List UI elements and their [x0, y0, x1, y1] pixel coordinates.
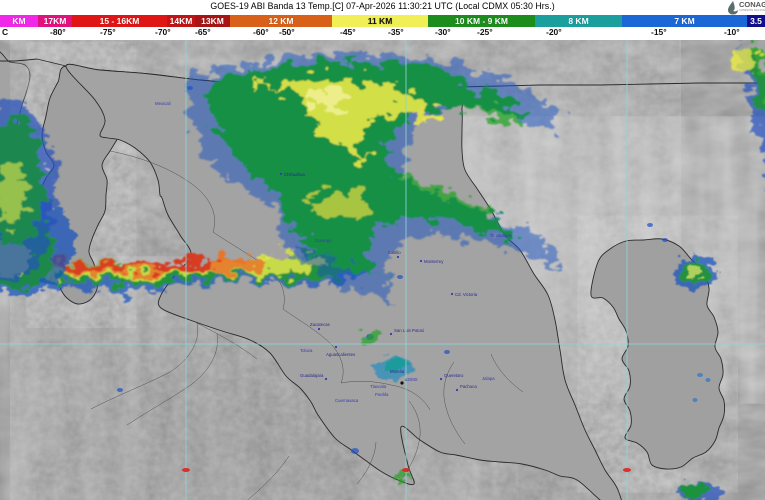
- svg-text:Aguascalientes: Aguascalientes: [326, 352, 355, 357]
- svg-text:Cd. Victoria: Cd. Victoria: [455, 292, 478, 297]
- svg-text:Puebla: Puebla: [375, 392, 389, 397]
- svg-text:Queretaro: Queretaro: [444, 373, 464, 378]
- svg-text:Monterrey: Monterrey: [424, 259, 444, 264]
- svg-text:Jalapa: Jalapa: [482, 376, 495, 381]
- svg-text:Chihuahua: Chihuahua: [284, 172, 305, 177]
- svg-text:Tlaxcala: Tlaxcala: [370, 384, 387, 389]
- svg-text:Durango: Durango: [315, 238, 332, 243]
- svg-text:Morelia: Morelia: [390, 369, 405, 374]
- svg-text:Mexicali: Mexicali: [155, 101, 171, 106]
- svg-text:Tamaulipas: Tamaulipas: [490, 233, 512, 238]
- svg-text:Guadalajara: Guadalajara: [300, 373, 324, 378]
- svg-text:Pachuca: Pachuca: [460, 384, 477, 389]
- svg-text:Saltillo: Saltillo: [388, 250, 401, 255]
- svg-text:CDMX: CDMX: [405, 377, 418, 382]
- svg-text:Toluca: Toluca: [300, 348, 313, 353]
- svg-text:Cuernavaca: Cuernavaca: [335, 398, 359, 403]
- svg-text:San Luis Potosi: San Luis Potosi: [394, 328, 424, 333]
- svg-text:Zacatecas: Zacatecas: [310, 322, 330, 327]
